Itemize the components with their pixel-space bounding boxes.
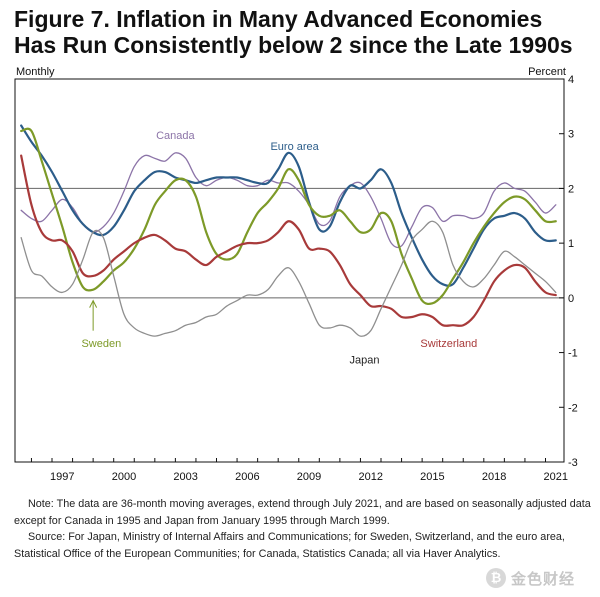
y-tick-label: 3 [568, 129, 574, 141]
x-tick-label: 2015 [420, 471, 444, 483]
x-tick-label: 2006 [235, 471, 259, 483]
source-text: Source: For Japan, Ministry of Internal … [14, 531, 565, 560]
x-tick-label: 2021 [544, 471, 568, 483]
y-tick-label: -1 [568, 348, 578, 360]
chart-title-line-1: Figure 7. Inflation in Many Advanced Eco… [14, 6, 543, 32]
y-tick-label: 2 [568, 183, 574, 195]
x-tick-label: 2012 [358, 471, 382, 483]
series-label-sweden: Sweden [81, 338, 121, 350]
x-tick-label: 1997 [50, 471, 74, 483]
series-label-euro-area: Euro area [270, 141, 319, 153]
x-tick-label: 2000 [112, 471, 136, 483]
watermark-logo-icon: ₿ [486, 568, 506, 588]
chart-title-line-2: Has Run Consistently below 2 since the L… [14, 32, 573, 58]
x-tick-label: 2003 [173, 471, 197, 483]
left-unit-label: Monthly [16, 66, 55, 78]
y-tick-label: 4 [568, 74, 574, 86]
note-text: Note: The data are 36-month moving avera… [14, 498, 591, 527]
right-unit-label: Percent [528, 66, 566, 78]
series-line-sweden [20, 127, 557, 306]
y-tick-label: 0 [568, 293, 574, 305]
x-tick-label: 2009 [297, 471, 321, 483]
annotation-arrow-head [89, 299, 98, 308]
series-label-japan: Japan [350, 355, 380, 367]
y-tick-label: 1 [568, 238, 574, 250]
series-line-euro-area [20, 124, 557, 287]
plot-area-frame [14, 78, 565, 463]
watermark-text: 金色财经 [511, 569, 576, 588]
series-label-canada: Canada [156, 130, 195, 142]
y-tick-label: -2 [568, 402, 578, 414]
series-line-canada [20, 152, 557, 249]
x-tick-label: 2018 [482, 471, 506, 483]
chart-title: Figure 7. Inflation in Many Advanced Eco… [14, 6, 594, 58]
series-line-japan [20, 220, 557, 337]
y-tick-label: -3 [568, 457, 578, 469]
series-label-switzerland: Switzerland [420, 338, 477, 350]
notes-block: Note: The data are 36-month moving avera… [14, 496, 594, 562]
watermark: ₿ 金色财经 [486, 565, 590, 591]
